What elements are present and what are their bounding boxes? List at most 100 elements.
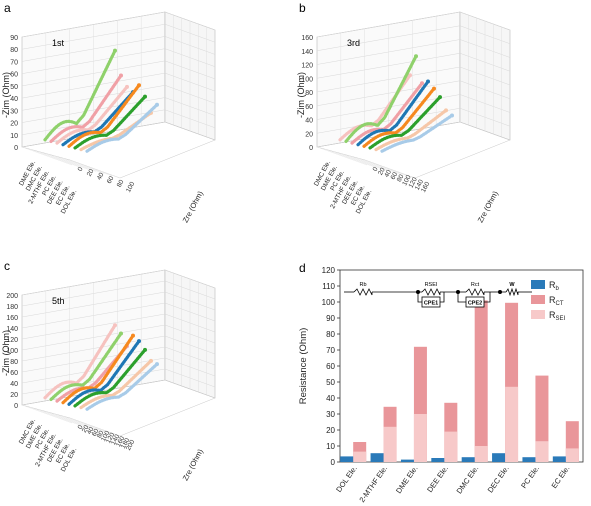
nyquist-curve — [55, 85, 129, 145]
bar-rsei — [505, 386, 519, 462]
grid-line — [356, 157, 408, 177]
panel-letter: b — [299, 1, 306, 15]
legend-label-main: R — [549, 310, 556, 320]
x-tick-label: 120 — [408, 176, 419, 189]
nyquist-curve-end-point — [137, 339, 141, 344]
grid-line — [45, 411, 97, 430]
nyquist-curve-end-point — [125, 84, 129, 89]
nyquist-curve — [368, 95, 442, 150]
y-tick-label: 90 — [326, 314, 335, 323]
z-tick-label: 40 — [305, 118, 313, 125]
x-tick-label: 200 — [125, 439, 136, 452]
y-tick-label: 110 — [322, 282, 335, 291]
z-tick-label: 60 — [10, 72, 18, 79]
y-tick-label: 80 — [326, 330, 335, 339]
nyquist-curve-end-point — [432, 86, 436, 91]
nyquist-curve-end-point — [438, 95, 442, 100]
grid-line — [45, 153, 97, 172]
z-tick-label: 20 — [305, 131, 313, 138]
resistor-rsei — [421, 288, 441, 296]
x-tick-label: 80 — [396, 173, 406, 183]
nyquist-curve-end-point — [420, 81, 424, 86]
nyquist-curve-end-point — [119, 73, 123, 78]
circuit-label-cpe2: CPE2 — [468, 301, 482, 307]
z-tick-label: 80 — [305, 90, 313, 97]
circuit-label-rct: Rct — [471, 282, 480, 288]
x-tick-label: 160 — [115, 435, 126, 448]
legend-label-sub: CT — [556, 301, 564, 307]
y-tick-label: 120 — [322, 266, 336, 275]
bar-rsei — [474, 446, 488, 462]
x-tick-label: 80 — [116, 179, 126, 189]
x-tick-label: 40 — [86, 426, 96, 436]
x-axis-title: Zre (Ohm) — [181, 189, 205, 224]
nyquist-curve — [43, 49, 117, 142]
nyquist-curve-end-point — [155, 362, 159, 367]
bar-rsei — [383, 426, 397, 462]
x-tick-label: 160 — [420, 181, 431, 194]
warburg-element — [505, 287, 519, 297]
z-tick-label: 20 — [10, 121, 18, 128]
y-tick-label: 50 — [326, 378, 335, 387]
z-tick-label: 60 — [305, 104, 313, 111]
circuit-wire — [417, 292, 422, 303]
resistor-rb — [353, 288, 373, 296]
bar-rct — [535, 375, 549, 462]
circuit-wire — [484, 292, 491, 303]
y-tick-label: 60 — [326, 362, 335, 371]
nyquist-curve-end-point — [119, 331, 123, 336]
z-axis-title: -Zim (Ohm) — [296, 72, 306, 118]
nyquist-curve — [73, 348, 147, 408]
z-tick-label: 90 — [10, 35, 18, 42]
z-tick-label: 160 — [6, 315, 18, 322]
nyquist-curve — [356, 79, 430, 147]
nyquist-curve — [73, 95, 147, 150]
bar-rb — [340, 456, 354, 462]
grid-line — [37, 409, 89, 428]
z-tick-label: 140 — [6, 326, 18, 333]
bar-rb — [431, 458, 445, 462]
y-tick-label: 70 — [326, 346, 335, 355]
circuit-label-w: W — [509, 282, 515, 288]
x-category-label: DEE Ele. — [425, 464, 450, 494]
bar-rct — [474, 300, 488, 462]
grid-line — [69, 417, 121, 437]
x-tick-label: 40 — [96, 171, 106, 181]
z-tick-label: 180 — [6, 304, 18, 311]
nyquist-curve-end-point — [137, 83, 141, 88]
bar-rb — [461, 457, 475, 462]
nyquist-curve — [79, 359, 153, 410]
x-tick-label: 60 — [106, 175, 116, 185]
y-tick-label: 40 — [326, 394, 335, 403]
nyquist-curve — [85, 362, 159, 411]
x-tick-label: 60 — [91, 428, 101, 438]
x-tick-label: 140 — [414, 178, 425, 191]
cycle-label: 1st — [52, 38, 65, 48]
grid-line — [21, 404, 73, 424]
nyquist-curve-end-point — [113, 48, 117, 53]
z-tick-label: 50 — [10, 84, 18, 91]
bar-rsei — [413, 414, 427, 462]
x-tick-label: 80 — [96, 429, 106, 439]
resistor-rct — [465, 288, 485, 296]
z-axis-title: -Zim (Ohm) — [1, 330, 11, 376]
bar-rb — [492, 453, 506, 462]
circuit-wire — [440, 292, 445, 303]
nyquist-curve — [67, 83, 141, 148]
y-tick-label: 10 — [326, 442, 335, 451]
x-axis-title: Zre (Ohm) — [476, 189, 500, 224]
x-tick-label: 20 — [377, 166, 387, 176]
x-category-label: DMC Ele. — [455, 464, 481, 495]
grid-line — [324, 148, 376, 168]
grid-line — [348, 155, 400, 174]
nyquist-curve — [49, 73, 123, 143]
z-tick-label: 0 — [14, 145, 18, 152]
grid-line — [340, 153, 392, 172]
circuit-wire — [457, 292, 466, 303]
legend-label-main: R — [549, 280, 556, 290]
y-tick-label: 0 — [331, 458, 336, 467]
